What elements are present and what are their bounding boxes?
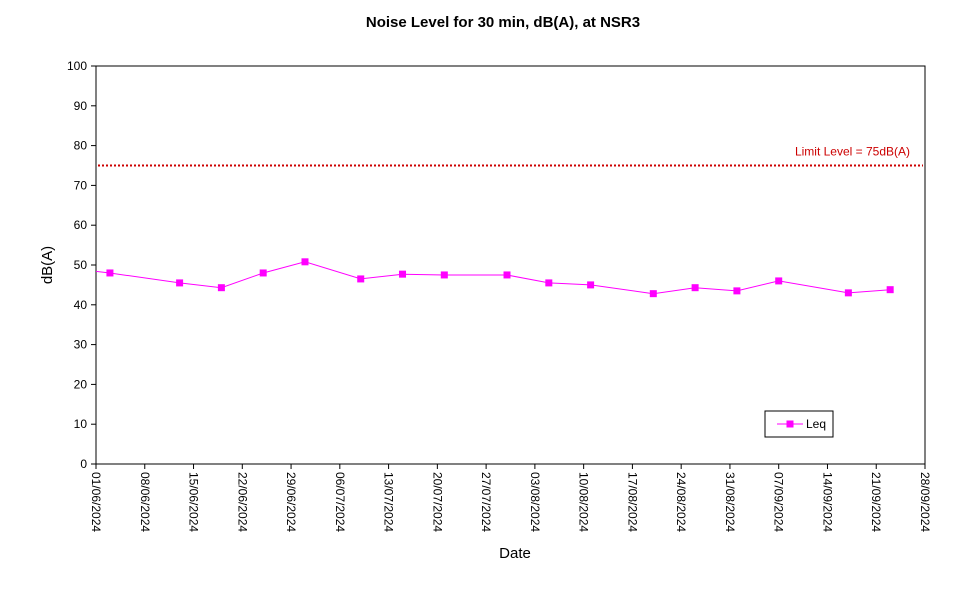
- series-leq: [95, 258, 894, 298]
- y-tick-label: 90: [74, 99, 88, 113]
- y-tick-label: 0: [80, 457, 87, 471]
- legend-marker-icon: [786, 420, 794, 428]
- x-tick-label: 31/08/2024: [723, 472, 737, 532]
- data-point-leq: [357, 275, 365, 283]
- data-point-leq: [440, 271, 448, 279]
- x-axis-label: Date: [499, 545, 531, 562]
- y-tick-label: 60: [74, 218, 88, 232]
- x-tick-label: 14/09/2024: [820, 472, 834, 532]
- x-tick-label: 10/08/2024: [577, 472, 591, 532]
- y-tick-label: 40: [74, 298, 88, 312]
- y-tick-label: 30: [74, 338, 88, 352]
- x-tick-label: 13/07/2024: [382, 472, 396, 532]
- x-tick-label: 24/08/2024: [674, 472, 688, 532]
- data-point-leq: [503, 271, 511, 279]
- x-axis-ticks: 01/06/2024 08/06/2024 15/06/2024 22/06/2024…: [89, 464, 932, 532]
- x-tick-label: 15/06/2024: [187, 472, 201, 532]
- x-tick-label: 08/06/2024: [138, 472, 152, 532]
- data-point-leq: [301, 258, 309, 266]
- y-tick-label: 50: [74, 258, 88, 272]
- data-point-leq: [176, 279, 184, 287]
- data-point-leq: [775, 277, 783, 285]
- data-point-leq: [733, 287, 741, 295]
- data-point-leq: [217, 284, 225, 292]
- data-point-leq: [886, 286, 894, 294]
- x-tick-label: 03/08/2024: [528, 472, 542, 532]
- y-tick-label: 80: [74, 139, 88, 153]
- x-tick-label: 27/07/2024: [479, 472, 493, 532]
- data-point-leq: [545, 279, 553, 287]
- data-point-leq: [106, 269, 114, 277]
- y-axis-label: dB(A): [39, 246, 56, 284]
- x-tick-label: 20/07/2024: [430, 472, 444, 532]
- data-point-leq: [399, 270, 407, 278]
- x-tick-label: 06/07/2024: [333, 472, 347, 532]
- plot-area: [95, 65, 926, 465]
- x-tick-label: 07/09/2024: [772, 472, 786, 532]
- legend: Leq: [764, 410, 834, 438]
- chart-title: Noise Level for 30 min, dB(A), at NSR3: [366, 14, 640, 31]
- data-point-leq: [587, 281, 595, 289]
- limit-level-label: Limit Level = 75dB(A): [795, 145, 910, 159]
- y-tick-label: 20: [74, 377, 88, 391]
- data-point-leq: [259, 269, 267, 277]
- x-tick-label: 28/09/2024: [918, 472, 932, 532]
- data-point-leq: [844, 289, 852, 297]
- x-tick-label: 17/08/2024: [625, 472, 639, 532]
- series-line-leq: [95, 261, 891, 295]
- x-tick-label: 01/06/2024: [89, 472, 103, 532]
- legend-label-leq: Leq: [806, 417, 826, 431]
- x-tick-label: 22/06/2024: [235, 472, 249, 532]
- data-point-leq: [649, 290, 657, 298]
- y-tick-label: 70: [74, 178, 88, 192]
- x-tick-label: 29/06/2024: [284, 472, 298, 532]
- x-tick-label: 21/09/2024: [869, 472, 883, 532]
- data-point-leq: [691, 284, 699, 292]
- y-axis-ticks: 0 10 20 30 40 50 60 70 80 90 100: [67, 59, 96, 471]
- y-tick-label: 10: [74, 417, 88, 431]
- y-tick-label: 100: [67, 59, 87, 73]
